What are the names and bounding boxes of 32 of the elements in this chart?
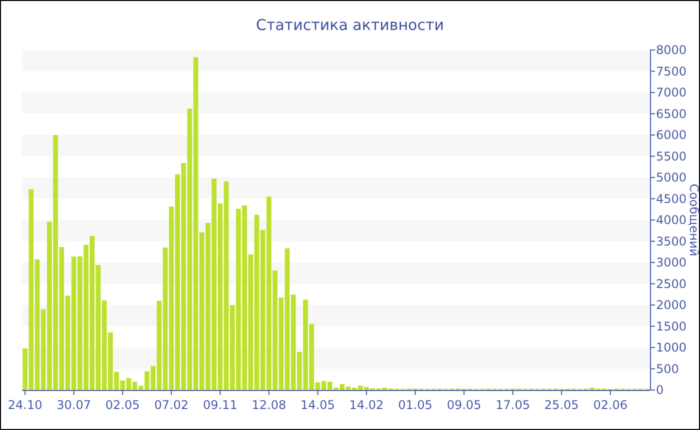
y-tick-label: 5500	[656, 149, 687, 164]
y-tick-label: 2000	[656, 298, 687, 312]
x-tick-label: 09.05	[446, 398, 482, 412]
y-tick-label: 500	[656, 362, 679, 376]
x-tick-label: 07.02	[154, 398, 189, 412]
x-tick-label: 02.06	[593, 398, 628, 412]
x-tick-label: 14.05	[300, 398, 335, 412]
y-tick-label: 0	[656, 383, 664, 397]
x-tick-label: 09.11	[202, 398, 238, 412]
y-tick-label: 8000	[656, 43, 687, 57]
y-tick-label: 4500	[656, 192, 687, 206]
y-tick-label: 7500	[656, 64, 687, 78]
y-tick-label: 2500	[656, 276, 687, 291]
y-tick-label: 3000	[656, 256, 687, 270]
x-tick-label: 02.05	[105, 398, 140, 412]
y-tick-label: 6000	[656, 128, 687, 142]
y-tick-label: 5000	[656, 170, 687, 184]
y-tick-label: 7000	[656, 86, 687, 100]
y-tick-label: 6500	[656, 106, 687, 121]
y-tick-label: 4000	[656, 213, 687, 227]
y-tick-label: 3500	[656, 234, 687, 248]
y-tick-label: 1500	[656, 319, 687, 334]
x-tick-label: 14.02	[349, 398, 384, 412]
y-axis-title: Сообщений	[687, 184, 700, 256]
x-tick-label: 25.05	[544, 398, 579, 412]
x-tick-label: 17.05	[496, 398, 530, 412]
x-tick-label: 12.08	[252, 398, 286, 412]
x-tick-label: 30.07	[56, 398, 92, 412]
chart-title: Статистика активности	[256, 16, 444, 34]
y-tick-label: 1000	[656, 340, 687, 354]
x-tick-label: 24.10	[8, 398, 42, 412]
x-tick-label: 01.05	[398, 398, 432, 412]
